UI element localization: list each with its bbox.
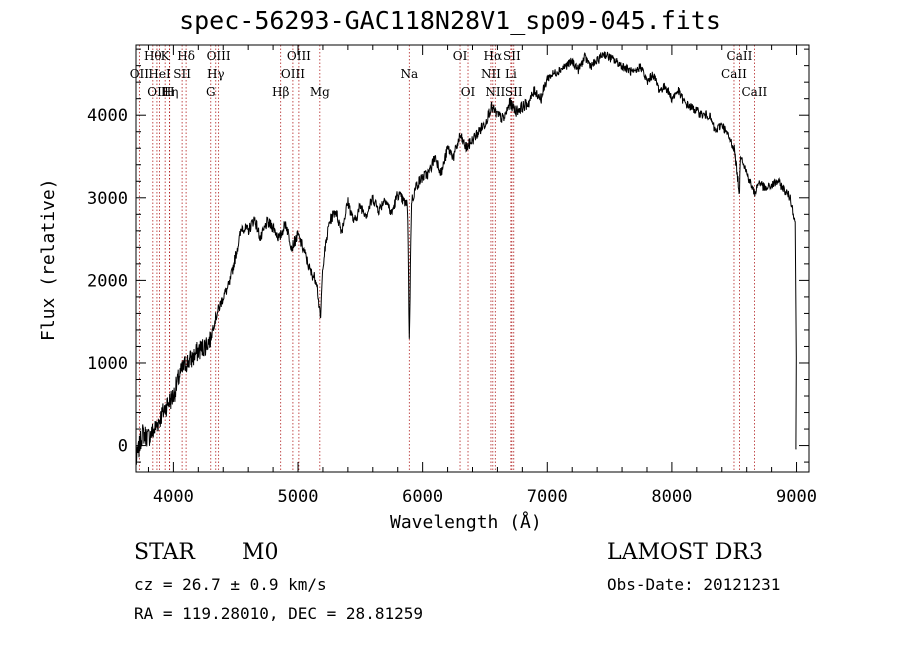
line-label-15: Mg — [310, 85, 330, 99]
x-axis-label: Wavelength (Å) — [390, 512, 542, 533]
line-label-12: Hβ — [272, 85, 289, 99]
line-label-4: K — [161, 49, 171, 63]
line-label-14: OIII — [287, 49, 311, 63]
line-label-10: Hγ — [207, 67, 225, 81]
spectrum-series — [135, 51, 797, 465]
line-label-11: OIII — [207, 49, 231, 63]
y-tick-label-1: 1000 — [87, 354, 128, 374]
x-tick-label-4: 8000 — [651, 487, 692, 507]
line-label-3: HeI — [148, 67, 171, 81]
x-tick-label-0: 4000 — [153, 487, 194, 507]
line-label-18: OI — [461, 85, 476, 99]
y-tick-label-4: 4000 — [87, 106, 128, 126]
emission-line-labels: OIIHθOIIHeIKHηHSIIHδGHγOIIIHβOIIIOIIIMgN… — [130, 49, 768, 99]
line-label-16: Na — [400, 67, 418, 81]
x-tick-label-3: 7000 — [527, 487, 568, 507]
line-label-25: CaII — [721, 67, 747, 81]
observation-date: Obs-Date: 20121231 — [607, 575, 781, 594]
line-label-22: Li — [505, 67, 517, 81]
line-label-24: SII — [505, 85, 523, 99]
redshift-velocity: cz = 26.7 ± 0.9 km/s — [134, 575, 327, 594]
line-label-6: H — [164, 85, 174, 99]
x-tick-label-1: 5000 — [278, 487, 319, 507]
chart-title: spec-56293-GAC118N28V1_sp09-045.fits — [179, 6, 721, 35]
line-label-7: SII — [173, 67, 191, 81]
line-label-5: Hη — [161, 85, 179, 99]
plot-frame — [135, 44, 810, 473]
y-axis-label: Flux (relative) — [38, 178, 59, 341]
line-label-21: NII — [485, 85, 505, 99]
y-tick-label-2: 2000 — [87, 271, 128, 291]
line-label-0: OII — [130, 67, 150, 81]
line-label-8: Hδ — [177, 49, 195, 63]
line-label-26: CaII — [727, 49, 753, 63]
line-label-20: Hα — [484, 49, 503, 63]
spectral-subclass: M0 — [242, 540, 279, 565]
survey-name: LAMOST DR3 — [607, 540, 763, 565]
line-label-13: OIII — [281, 67, 305, 81]
coordinates: RA = 119.28010, DEC = 28.81259 — [134, 604, 423, 623]
y-tick-label-0: 0 — [118, 437, 128, 457]
object-class: STAR — [134, 540, 195, 565]
line-label-9: G — [206, 85, 216, 99]
y-tick-label-3: 3000 — [87, 189, 128, 209]
emission-line-markers — [138, 45, 755, 472]
line-label-19: NII — [481, 67, 501, 81]
x-tick-label-2: 6000 — [402, 487, 443, 507]
line-label-23: SII — [503, 49, 521, 63]
line-label-1: Hθ — [144, 49, 162, 63]
line-label-17: OI — [453, 49, 468, 63]
line-label-2: OII — [147, 85, 167, 99]
line-label-27: CaII — [741, 85, 767, 99]
y-axis-ticks: 0 1000 2000 3000 4000 — [87, 48, 809, 463]
x-axis-ticks: 4000 5000 6000 7000 8000 9000 — [147, 45, 817, 507]
x-tick-label-5: 9000 — [776, 487, 817, 507]
